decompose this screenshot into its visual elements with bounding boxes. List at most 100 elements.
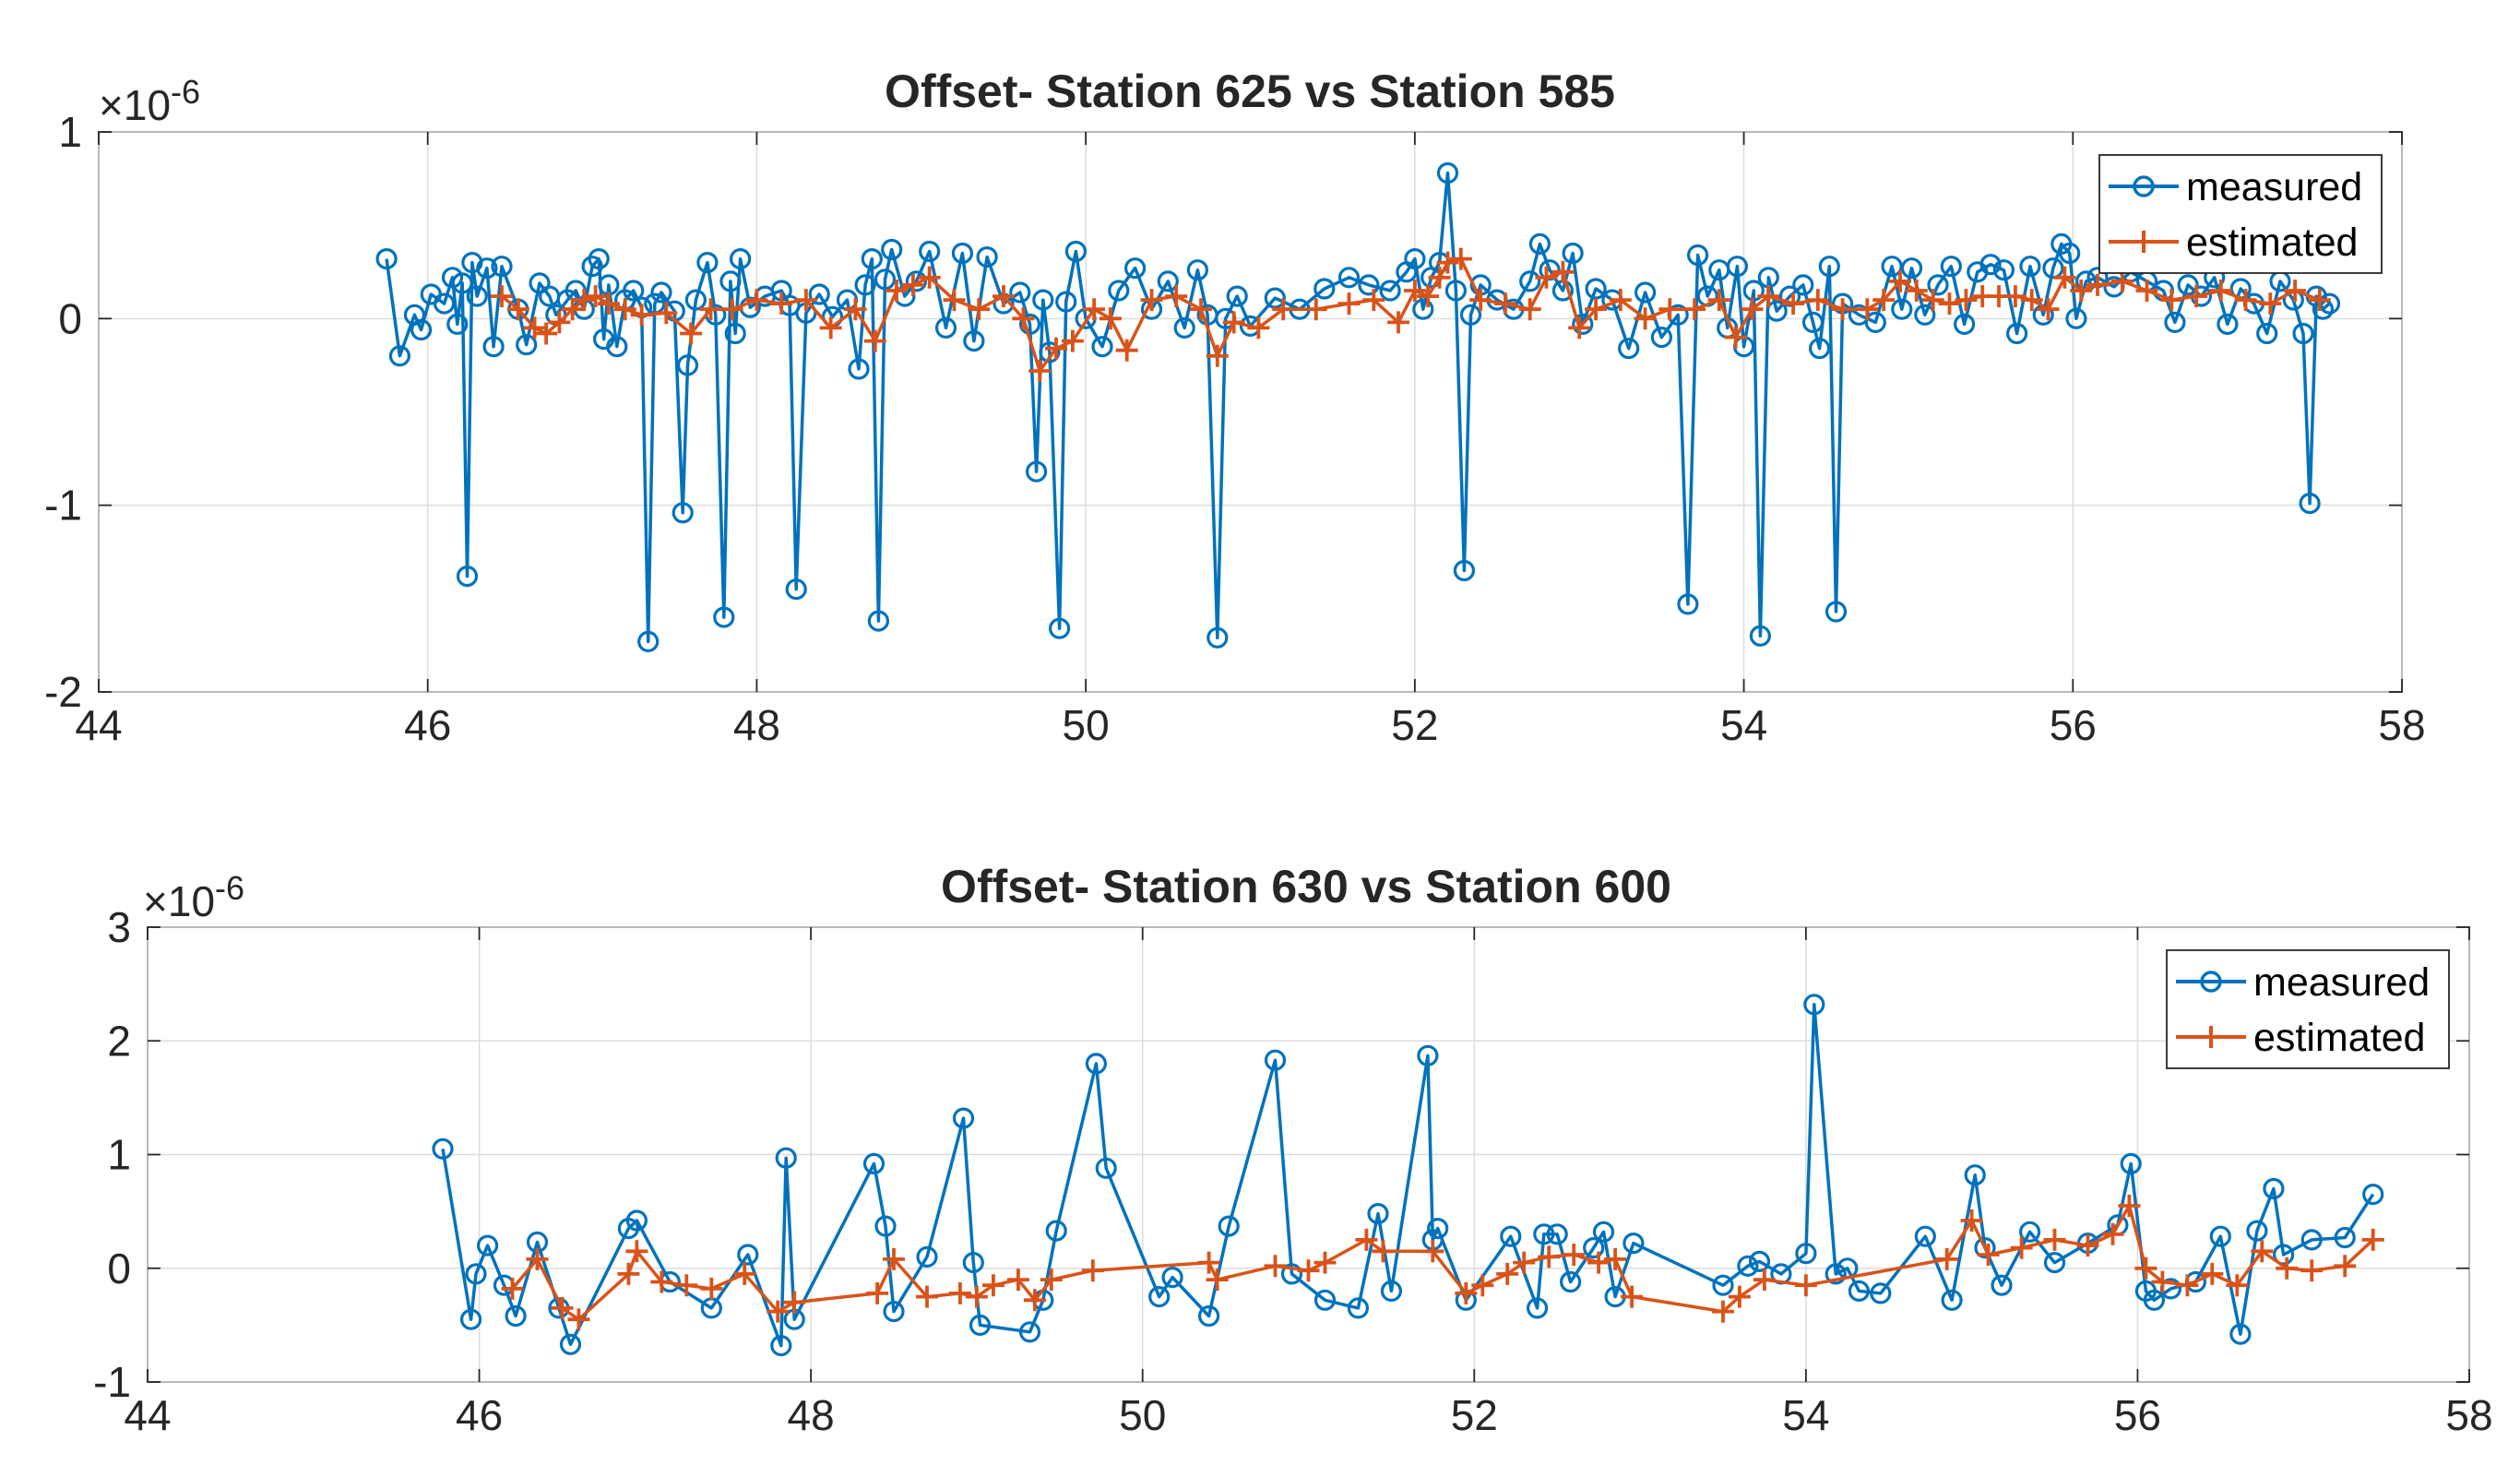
point-measured-top-64 xyxy=(963,330,985,352)
point-measured-top-95 xyxy=(1404,248,1426,270)
point-estimated-bottom-26 xyxy=(1313,1251,1337,1274)
x-tick-label-top-0: 44 xyxy=(75,701,122,749)
point-measured-bottom-19 xyxy=(883,1300,905,1323)
point-measured-top-81 xyxy=(1173,316,1195,339)
point-measured-top-9 xyxy=(456,565,479,588)
point-measured-top-48 xyxy=(785,578,807,601)
point-measured-top-141 xyxy=(1914,304,1936,326)
y-exponent-power-top: -6 xyxy=(171,73,200,111)
point-estimated-top-32 xyxy=(1099,307,1122,330)
legend-marker-estimated-top xyxy=(2133,231,2155,253)
point-estimated-top-33 xyxy=(1115,339,1138,362)
point-estimated-top-9 xyxy=(613,298,636,321)
point-estimated-top-19 xyxy=(844,298,867,321)
point-estimated-top-55 xyxy=(1568,316,1591,339)
point-measured-bottom-2 xyxy=(465,1263,487,1285)
x-tick-label-top-4: 52 xyxy=(1391,701,1438,749)
point-estimated-top-68 xyxy=(1856,298,1879,321)
point-measured-top-84 xyxy=(1207,626,1229,649)
x-tick-label-bottom-3: 50 xyxy=(1119,1391,1166,1439)
y-tick-label-bottom-1: 0 xyxy=(107,1245,131,1292)
point-estimated-bottom-16 xyxy=(965,1285,988,1308)
point-measured-bottom-8 xyxy=(559,1333,582,1355)
point-estimated-bottom-6 xyxy=(650,1270,673,1293)
point-estimated-bottom-58 xyxy=(2300,1259,2324,1282)
point-estimated-bottom-5 xyxy=(625,1240,648,1263)
point-measured-bottom-49 xyxy=(1592,1221,1615,1243)
point-estimated-top-23 xyxy=(918,266,941,289)
point-measured-top-115 xyxy=(1634,281,1657,304)
point-estimated-top-27 xyxy=(1012,307,1035,330)
point-measured-top-11 xyxy=(466,285,488,307)
point-measured-top-82 xyxy=(1186,259,1209,281)
point-estimated-top-1 xyxy=(506,298,529,321)
point-measured-top-119 xyxy=(1686,244,1709,267)
point-measured-bottom-60 xyxy=(1848,1280,1871,1303)
point-measured-bottom-14 xyxy=(770,1334,792,1357)
point-estimated-bottom-33 xyxy=(1513,1251,1536,1274)
y-tick-label-bottom-2: 1 xyxy=(107,1131,131,1179)
point-estimated-top-87 xyxy=(2209,280,2232,302)
point-measured-top-92 xyxy=(1358,274,1380,296)
point-measured-top-36 xyxy=(676,354,699,376)
series-line-measured-bottom xyxy=(441,1003,2375,1348)
point-measured-top-73 xyxy=(1055,291,1077,313)
point-estimated-top-15 xyxy=(745,289,768,312)
point-estimated-top-25 xyxy=(968,298,991,321)
legend-top: measured estimated xyxy=(2098,154,2383,274)
point-measured-bottom-23 xyxy=(969,1314,992,1337)
point-measured-top-3 xyxy=(410,318,433,341)
legend-marker-estimated-bottom xyxy=(2200,1026,2222,1048)
point-estimated-top-40 xyxy=(1272,298,1295,321)
point-measured-bottom-51 xyxy=(1623,1232,1645,1255)
y-tick-label-top-2: 0 xyxy=(58,294,82,342)
point-estimated-top-17 xyxy=(794,289,817,312)
point-measured-top-114 xyxy=(1618,338,1640,360)
point-measured-bottom-5 xyxy=(505,1304,527,1328)
point-measured-top-172 xyxy=(2299,492,2321,515)
point-estimated-bottom-35 xyxy=(1563,1244,1586,1266)
point-estimated-top-21 xyxy=(886,280,908,302)
point-measured-bottom-0 xyxy=(432,1138,454,1160)
point-measured-bottom-30 xyxy=(1161,1266,1183,1289)
point-measured-bottom-13 xyxy=(737,1244,759,1266)
point-estimated-top-39 xyxy=(1247,316,1270,339)
point-measured-top-101 xyxy=(1453,559,1476,582)
point-estimated-top-91 xyxy=(2308,289,2331,312)
legend-box-bottom xyxy=(2166,949,2450,1069)
point-measured-top-50 xyxy=(808,283,830,305)
point-measured-bottom-63 xyxy=(1941,1289,1963,1311)
point-estimated-top-7 xyxy=(584,285,607,308)
point-estimated-bottom-56 xyxy=(2251,1240,2274,1263)
point-estimated-bottom-46 xyxy=(2010,1236,2033,1259)
point-estimated-top-48 xyxy=(1436,251,1459,274)
point-estimated-bottom-4 xyxy=(617,1262,640,1285)
point-measured-top-162 xyxy=(2177,274,2199,296)
point-estimated-bottom-50 xyxy=(2118,1195,2141,1217)
y-exponent-base-top: ×10 xyxy=(99,81,171,129)
point-estimated-bottom-1 xyxy=(526,1247,549,1270)
point-measured-top-71 xyxy=(1039,341,1061,363)
point-measured-top-56 xyxy=(867,610,890,632)
point-estimated-top-37 xyxy=(1206,344,1229,367)
point-measured-top-112 xyxy=(1585,278,1607,300)
point-measured-top-133 xyxy=(1818,256,1840,278)
point-measured-top-132 xyxy=(1808,338,1831,360)
point-measured-bottom-73 xyxy=(2143,1289,2165,1311)
point-estimated-top-70 xyxy=(1889,269,1911,292)
point-estimated-top-63 xyxy=(1741,298,1764,321)
point-estimated-top-20 xyxy=(863,329,886,352)
y-tick-label-top-1: -1 xyxy=(44,482,82,530)
point-estimated-top-6 xyxy=(573,289,596,312)
point-estimated-bottom-32 xyxy=(1496,1262,1519,1285)
legend-label-estimated-top: estimated xyxy=(2186,220,2358,265)
point-measured-top-72 xyxy=(1048,617,1071,639)
point-measured-top-42 xyxy=(724,322,746,345)
point-measured-top-107 xyxy=(1528,232,1551,255)
point-measured-bottom-81 xyxy=(2300,1229,2323,1251)
y-exponent-bottom: ×10-6 xyxy=(143,869,244,925)
legend-box-top xyxy=(2098,154,2383,274)
point-measured-top-142 xyxy=(1927,274,1949,296)
point-measured-bottom-21 xyxy=(952,1107,975,1129)
point-measured-bottom-36 xyxy=(1347,1297,1370,1319)
